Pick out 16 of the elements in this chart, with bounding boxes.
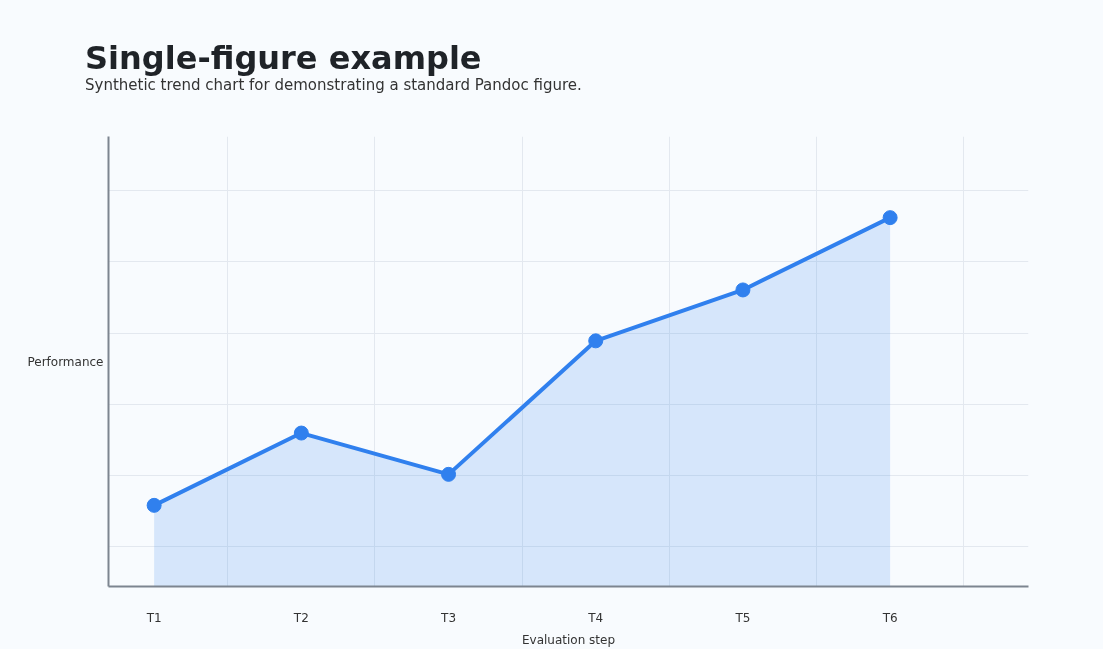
x-tick-label: T4 — [587, 610, 604, 625]
chart-subtitle: Synthetic trend chart for demonstrating a standard Pandoc figure. — [85, 76, 582, 94]
point — [293, 425, 309, 441]
point — [735, 282, 751, 298]
x-tick-label: T1 — [145, 610, 162, 625]
x-tick-label: T6 — [881, 610, 898, 625]
x-tick-label: T3 — [440, 610, 457, 625]
point — [441, 466, 457, 482]
point — [588, 333, 604, 349]
chart-title: Single-figure example — [85, 39, 483, 77]
x-axis-title: Evaluation step — [521, 632, 616, 647]
x-tick-label: T2 — [292, 610, 309, 625]
point — [146, 497, 162, 513]
y-axis-title: Performance — [27, 354, 104, 369]
point — [882, 210, 898, 226]
x-tick-label: T5 — [734, 610, 751, 625]
